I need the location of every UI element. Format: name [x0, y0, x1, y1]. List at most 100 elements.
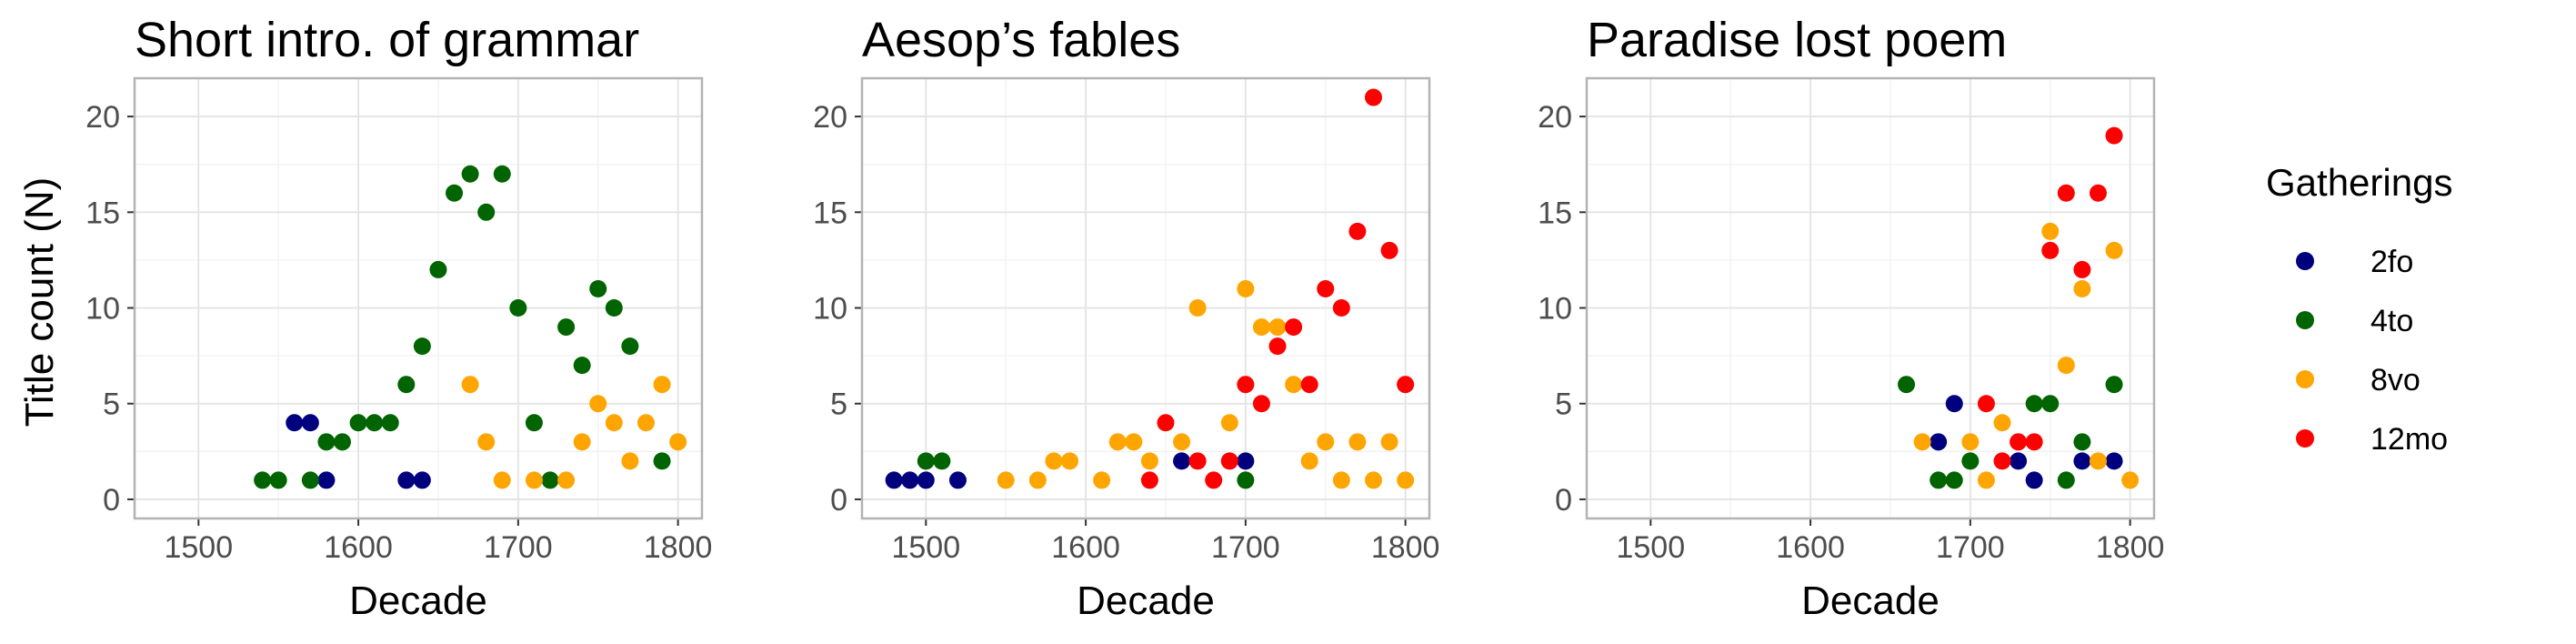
- data-point: [413, 337, 431, 356]
- data-point: [1397, 376, 1415, 394]
- facet-panels: Short intro. of grammar 1500 1600 1700 1800 0…: [85, 13, 2164, 623]
- data-point: [1268, 337, 1287, 356]
- data-point: [317, 433, 336, 451]
- data-point: [997, 471, 1015, 489]
- data-point: [1317, 279, 1335, 297]
- data-point: [2025, 395, 2043, 413]
- data-point: [1977, 395, 1995, 413]
- series-8vo: [461, 376, 687, 489]
- data-point: [917, 452, 935, 470]
- panel-title: Short intro. of grammar: [135, 13, 639, 67]
- data-point: [2089, 452, 2107, 470]
- data-point: [1348, 433, 1367, 451]
- data-point: [446, 184, 464, 202]
- data-point: [493, 165, 511, 183]
- data-point: [2073, 452, 2091, 470]
- panel-border: [133, 76, 704, 520]
- data-point: [525, 414, 543, 432]
- y-tick-label: 10: [85, 292, 120, 327]
- panel-title: Aesop’s fables: [862, 13, 1180, 67]
- data-point: [1173, 433, 1191, 451]
- data-point: [461, 165, 479, 183]
- data-point: [1285, 376, 1303, 394]
- data-point: [653, 452, 671, 470]
- x-tick-label: 1600: [1051, 530, 1120, 565]
- data-point: [1157, 414, 1175, 432]
- data-point: [917, 471, 935, 489]
- x-tick-label: 1500: [164, 530, 233, 565]
- y-tick-label: 0: [1555, 483, 1572, 518]
- legend-key-12mo: [2296, 429, 2314, 448]
- data-point: [269, 471, 287, 489]
- data-point: [1898, 376, 1916, 394]
- x-axis-label: Decade: [349, 579, 487, 623]
- y-tick-label: 5: [1555, 387, 1572, 422]
- data-point: [1220, 452, 1238, 470]
- y-tick-label: 20: [1538, 100, 1572, 135]
- legend-label: 12mo: [2371, 422, 2448, 457]
- data-point: [1993, 452, 2011, 470]
- data-point: [1108, 433, 1127, 451]
- data-point: [1237, 452, 1255, 470]
- data-point: [573, 433, 591, 451]
- data-point: [1961, 452, 1980, 470]
- x-tick-label: 1800: [644, 530, 713, 565]
- data-point: [2041, 395, 2060, 413]
- panel-2: Aesop’s fables 1500 1600 1700 1800 0 5 10 15 20 De…: [813, 13, 1439, 623]
- data-point: [621, 452, 639, 470]
- data-point: [2105, 376, 2123, 394]
- legend-label: 2fo: [2371, 245, 2413, 279]
- data-point: [1061, 452, 1079, 470]
- data-point: [653, 376, 671, 394]
- data-point: [1188, 299, 1207, 317]
- data-point: [1140, 452, 1158, 470]
- series-2fo: [1929, 395, 2123, 489]
- data-point: [557, 318, 576, 337]
- x-tick-label: 1600: [1776, 530, 1845, 565]
- data-point: [2057, 357, 2075, 375]
- data-point: [2057, 184, 2075, 202]
- data-point: [493, 471, 511, 489]
- data-point: [2010, 452, 2028, 470]
- legend-key-8vo: [2296, 370, 2314, 388]
- data-point: [1140, 471, 1158, 489]
- data-point: [1028, 471, 1047, 489]
- y-tick-label: 15: [1538, 196, 1572, 230]
- data-point: [1380, 241, 1398, 259]
- data-point: [286, 414, 304, 432]
- x-tick-label: 1700: [484, 530, 553, 565]
- data-point: [2105, 126, 2123, 145]
- data-point: [397, 376, 416, 394]
- series-2fo: [885, 452, 1255, 489]
- data-point: [413, 471, 431, 489]
- data-point: [1300, 376, 1318, 394]
- x-tick-label: 1700: [1936, 530, 2005, 565]
- data-point: [573, 357, 591, 375]
- data-point: [381, 414, 399, 432]
- panel-border: [860, 76, 1431, 520]
- data-point: [636, 414, 655, 432]
- data-point: [301, 471, 319, 489]
- data-point: [2105, 241, 2123, 259]
- data-point: [2010, 433, 2028, 451]
- data-point: [349, 414, 367, 432]
- data-point: [2073, 279, 2091, 297]
- data-point: [933, 452, 951, 470]
- data-point: [2105, 452, 2123, 470]
- data-point: [461, 376, 479, 394]
- data-point: [1977, 471, 1995, 489]
- data-point: [948, 471, 967, 489]
- data-point: [301, 414, 319, 432]
- legend-key-4to: [2296, 311, 2314, 329]
- data-point: [621, 337, 639, 356]
- panel-3: Paradise lost poem 1500 1600 1700 1800 0 5 10 15…: [1538, 13, 2164, 623]
- data-point: [1332, 471, 1350, 489]
- series-4to: [917, 452, 1255, 489]
- data-point: [2073, 433, 2091, 451]
- data-point: [1237, 471, 1255, 489]
- y-tick-label: 15: [85, 196, 120, 230]
- data-point: [669, 433, 687, 451]
- data-point: [1348, 222, 1367, 240]
- data-point: [1945, 471, 1963, 489]
- legend: Gatherings 2fo 4to 8vo 12mo: [2266, 161, 2452, 457]
